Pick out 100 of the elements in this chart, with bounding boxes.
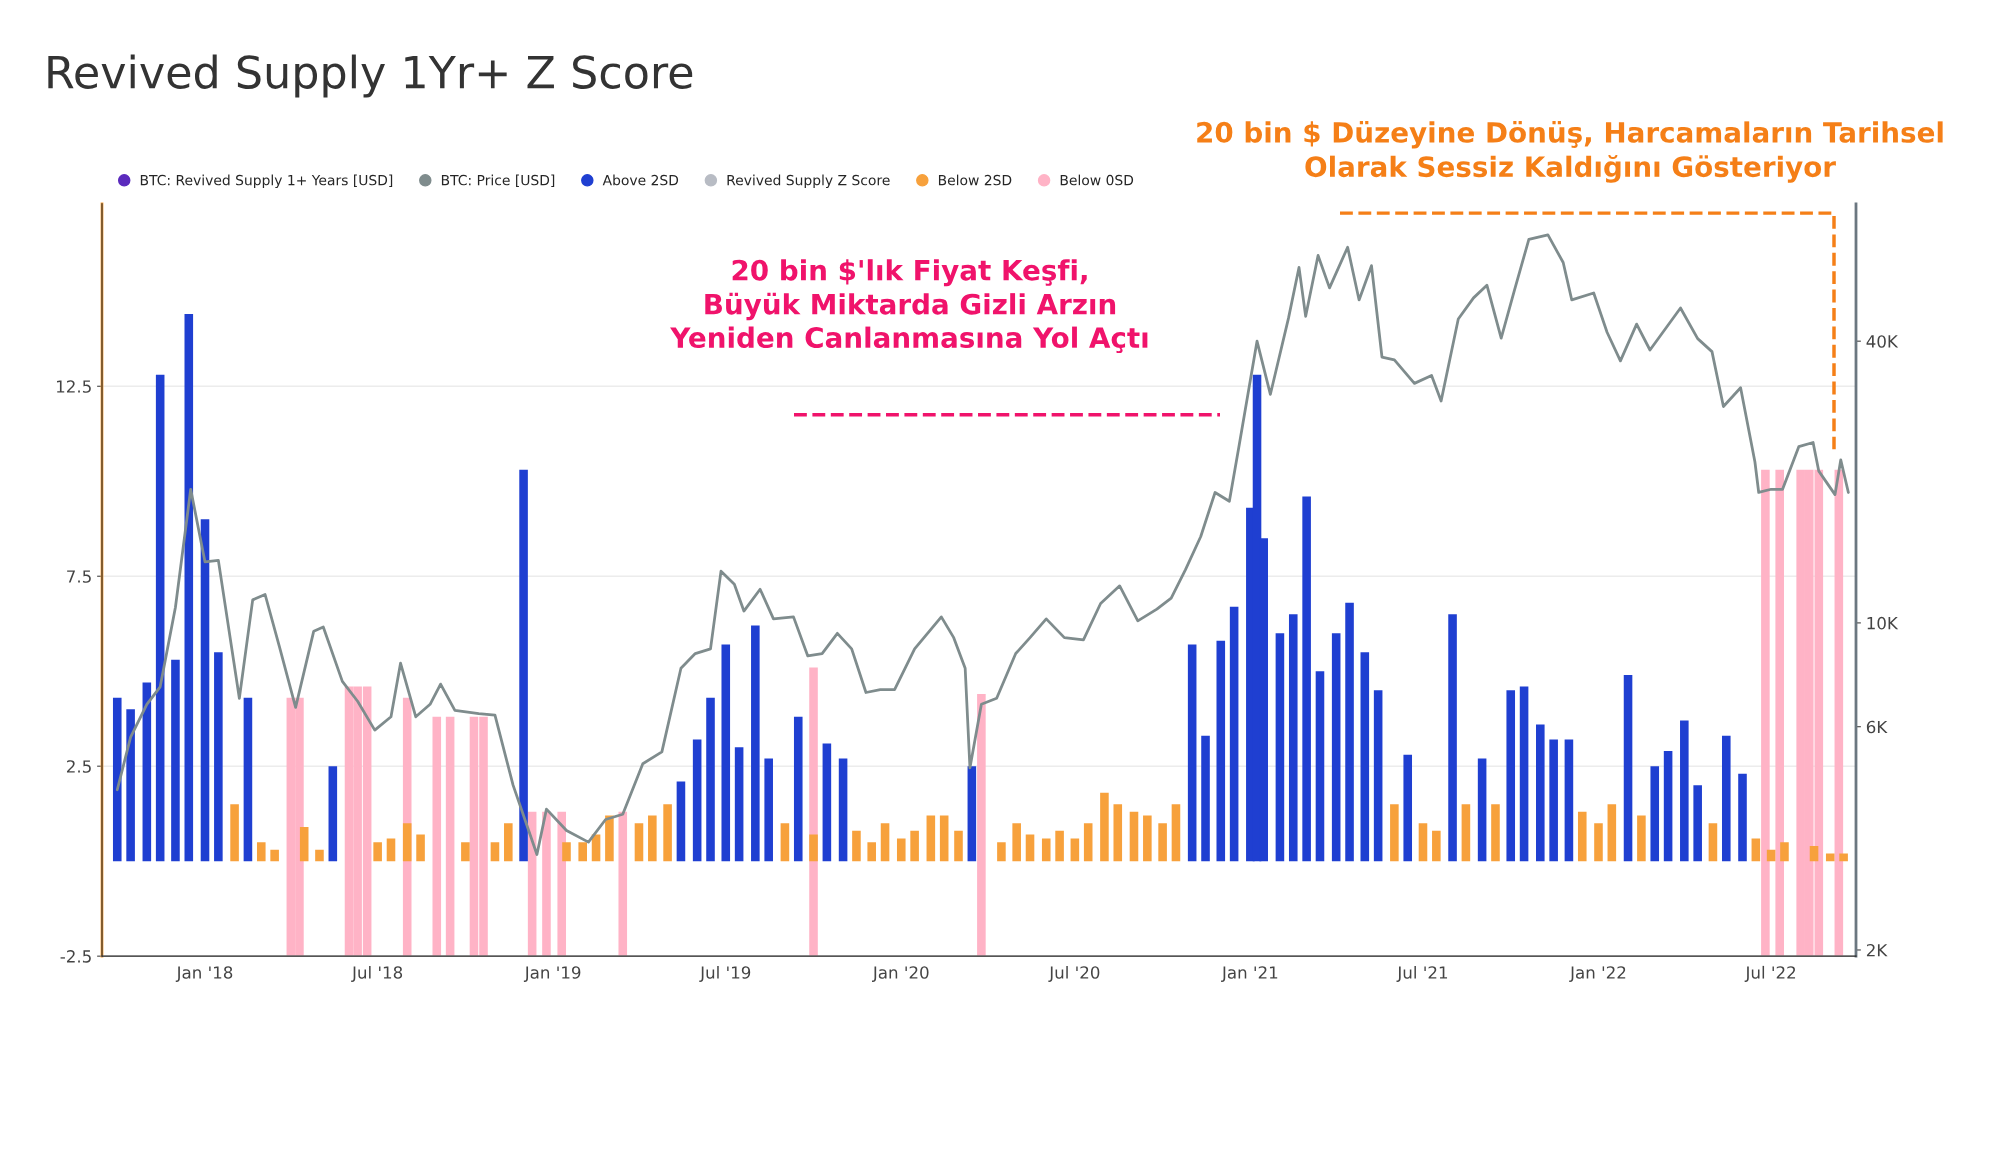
bar <box>126 709 135 862</box>
bar <box>1100 792 1109 862</box>
bar <box>1432 830 1441 862</box>
bar <box>1025 834 1035 862</box>
x-tick-label: Jan '19 <box>523 966 581 982</box>
bar <box>1201 735 1210 862</box>
bar <box>1158 823 1167 862</box>
bar <box>1693 785 1702 862</box>
y-tick-label: -2.5 <box>60 950 91 963</box>
y2-tick-label: 2K <box>1866 943 1888 957</box>
bar <box>634 823 644 862</box>
bar <box>1331 633 1341 862</box>
bar <box>1171 804 1181 862</box>
bar <box>1623 675 1633 862</box>
x-tick-label: Jan '18 <box>175 966 233 982</box>
bar <box>1055 830 1064 862</box>
bar <box>1663 751 1673 862</box>
bar <box>1519 686 1529 862</box>
bar <box>200 519 210 862</box>
bar <box>402 823 412 862</box>
bar <box>809 667 818 957</box>
bar <box>315 849 324 862</box>
bar <box>1766 849 1776 862</box>
y-tick-label: 12.5 <box>57 380 91 393</box>
bar <box>1738 773 1747 862</box>
bar <box>1761 469 1770 957</box>
bar <box>1418 823 1428 862</box>
bar <box>461 842 470 862</box>
bar <box>1549 739 1558 862</box>
bar <box>171 659 180 862</box>
bar <box>1461 804 1471 862</box>
bar <box>490 842 500 862</box>
bar <box>692 739 702 862</box>
line-series <box>115 233 1850 856</box>
bar <box>1143 815 1152 862</box>
x-tick-label: Jul '18 <box>351 965 403 982</box>
annotation: 20 bin $'lık Fiyat Keşfi, Büyük Miktarda Gizli Arzın Yeniden Canlanmasına Yol Açtı <box>670 259 1148 354</box>
bar <box>1373 690 1383 862</box>
bar <box>1751 838 1761 862</box>
bar <box>1491 804 1500 862</box>
bar <box>299 826 309 862</box>
chart-title: Revived Supply 1Yr+ Z Score <box>48 54 693 98</box>
bar <box>1345 602 1354 862</box>
bar <box>822 743 832 862</box>
bar <box>648 815 657 862</box>
bar <box>706 697 715 862</box>
bar <box>230 804 239 862</box>
legend-label: BTC: Revived Supply 1+ Years [USD] <box>140 174 393 189</box>
bar <box>1403 754 1413 862</box>
bar <box>997 842 1006 862</box>
x-tick-label: Jan '21 <box>1221 966 1278 982</box>
bar <box>1390 804 1399 862</box>
legend-label: Below 2SD <box>938 174 1012 186</box>
bar <box>1607 804 1617 862</box>
bar <box>432 716 442 957</box>
bar <box>542 811 551 957</box>
bar <box>184 314 194 862</box>
bar <box>1536 724 1545 862</box>
bar <box>1708 823 1718 862</box>
bar <box>1721 735 1731 862</box>
legend-label: Revived Supply Z Score <box>727 174 890 189</box>
bar <box>328 766 338 862</box>
bar <box>519 469 528 862</box>
bar <box>852 830 861 862</box>
bar <box>1834 469 1844 957</box>
bar <box>605 815 614 862</box>
bar <box>939 815 949 862</box>
y2-tick-label: 40K <box>1866 335 1899 348</box>
bar <box>618 811 628 957</box>
bar <box>386 838 396 862</box>
bar <box>1594 823 1603 862</box>
bar <box>809 834 818 862</box>
bar <box>1809 845 1819 862</box>
y-tick-label: 2.5 <box>66 760 91 773</box>
bar <box>867 842 876 862</box>
x-tick-label: Jul '22 <box>1744 965 1796 982</box>
x-tick-label: Jul '19 <box>699 965 751 982</box>
x-tick-label: Jul '20 <box>1048 965 1100 982</box>
bar <box>1448 614 1457 862</box>
bar <box>751 625 760 862</box>
bar <box>1564 739 1574 862</box>
bar <box>1129 811 1139 862</box>
legend-label: Below 0SD <box>1060 174 1134 186</box>
bar <box>1477 758 1487 862</box>
bar <box>416 834 425 862</box>
bar <box>793 716 803 862</box>
bar <box>1083 823 1093 862</box>
bar <box>1360 652 1370 862</box>
bar <box>1650 766 1660 862</box>
bar <box>270 849 279 862</box>
bar <box>780 823 790 862</box>
text: 20 bin $ Düzeyine Dönüş, Harcamaların Tarihsel Olarak Sessiz Kaldığını Gösteriyor <box>1197 120 1943 183</box>
y2-tick-label: 6K <box>1866 720 1888 734</box>
bar <box>1275 633 1285 862</box>
bar <box>967 766 977 862</box>
bar <box>142 682 152 862</box>
bar <box>1680 720 1689 862</box>
bar <box>1302 496 1311 862</box>
bar <box>910 830 919 862</box>
bar <box>880 823 890 862</box>
